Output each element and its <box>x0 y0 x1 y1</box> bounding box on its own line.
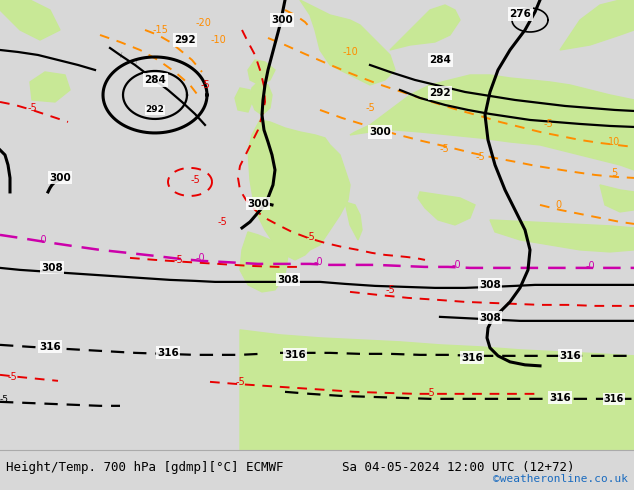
Text: 300: 300 <box>369 127 391 137</box>
Polygon shape <box>248 60 275 85</box>
Polygon shape <box>248 120 350 260</box>
Text: 10: 10 <box>608 137 620 147</box>
Text: -5: -5 <box>440 144 450 154</box>
Text: 300: 300 <box>49 173 71 183</box>
Text: -5: -5 <box>365 103 375 113</box>
Text: -5: -5 <box>305 232 315 242</box>
Text: 308: 308 <box>277 275 299 285</box>
Text: 316: 316 <box>559 351 581 361</box>
Text: -0: -0 <box>195 253 205 263</box>
Text: -5: -5 <box>0 395 9 404</box>
Polygon shape <box>250 82 272 115</box>
Polygon shape <box>600 185 634 212</box>
Text: 316: 316 <box>284 350 306 360</box>
Text: /: / <box>120 52 122 58</box>
Text: 308: 308 <box>41 263 63 273</box>
Polygon shape <box>418 192 475 225</box>
Text: 292: 292 <box>174 35 196 45</box>
Polygon shape <box>240 330 634 450</box>
Text: -5: -5 <box>425 388 435 398</box>
Polygon shape <box>30 72 70 102</box>
Text: 316: 316 <box>604 394 624 404</box>
Text: -15: -15 <box>152 25 168 35</box>
Text: -5: -5 <box>7 372 17 382</box>
Text: -5: -5 <box>235 377 245 387</box>
Text: -5: -5 <box>385 285 395 295</box>
Polygon shape <box>390 5 460 50</box>
Text: 308: 308 <box>479 280 501 290</box>
Polygon shape <box>0 0 60 40</box>
Text: -0: -0 <box>585 261 595 271</box>
Text: -10: -10 <box>342 47 358 57</box>
Text: 284: 284 <box>144 75 166 85</box>
Text: -0: -0 <box>451 260 461 270</box>
Polygon shape <box>235 88 252 112</box>
Text: 292: 292 <box>146 105 164 115</box>
Text: /: / <box>135 60 138 66</box>
Text: 292: 292 <box>429 88 451 98</box>
Text: -0: -0 <box>37 235 47 245</box>
Polygon shape <box>560 0 634 50</box>
Text: 5: 5 <box>611 168 617 178</box>
Text: 284: 284 <box>429 55 451 65</box>
Text: 0: 0 <box>555 200 561 210</box>
Text: -5: -5 <box>543 119 553 129</box>
Text: -0: -0 <box>313 257 323 267</box>
Polygon shape <box>345 202 362 240</box>
Text: 316: 316 <box>549 393 571 403</box>
Text: Sa 04-05-2024 12:00 UTC (12+72): Sa 04-05-2024 12:00 UTC (12+72) <box>342 462 575 474</box>
Text: -5: -5 <box>217 217 227 227</box>
Polygon shape <box>240 232 288 292</box>
Polygon shape <box>350 75 634 170</box>
Text: 300: 300 <box>271 15 293 25</box>
Text: ©weatheronline.co.uk: ©weatheronline.co.uk <box>493 474 628 484</box>
Text: 276: 276 <box>509 9 531 19</box>
Text: Height/Temp. 700 hPa [gdmp][°C] ECMWF: Height/Temp. 700 hPa [gdmp][°C] ECMWF <box>6 462 284 474</box>
Text: -5: -5 <box>27 103 37 113</box>
Text: 316: 316 <box>39 342 61 352</box>
Text: -5: -5 <box>475 152 485 162</box>
Text: -20: -20 <box>195 18 211 28</box>
Text: -5: -5 <box>190 175 200 185</box>
Text: -10: -10 <box>210 35 226 45</box>
Polygon shape <box>490 220 634 252</box>
Text: 300: 300 <box>247 199 269 209</box>
Text: -5: -5 <box>173 255 183 265</box>
Text: -5: -5 <box>200 80 210 90</box>
Text: 308: 308 <box>479 313 501 323</box>
Text: 316: 316 <box>157 348 179 358</box>
Polygon shape <box>300 0 395 85</box>
Text: 316: 316 <box>461 353 483 363</box>
